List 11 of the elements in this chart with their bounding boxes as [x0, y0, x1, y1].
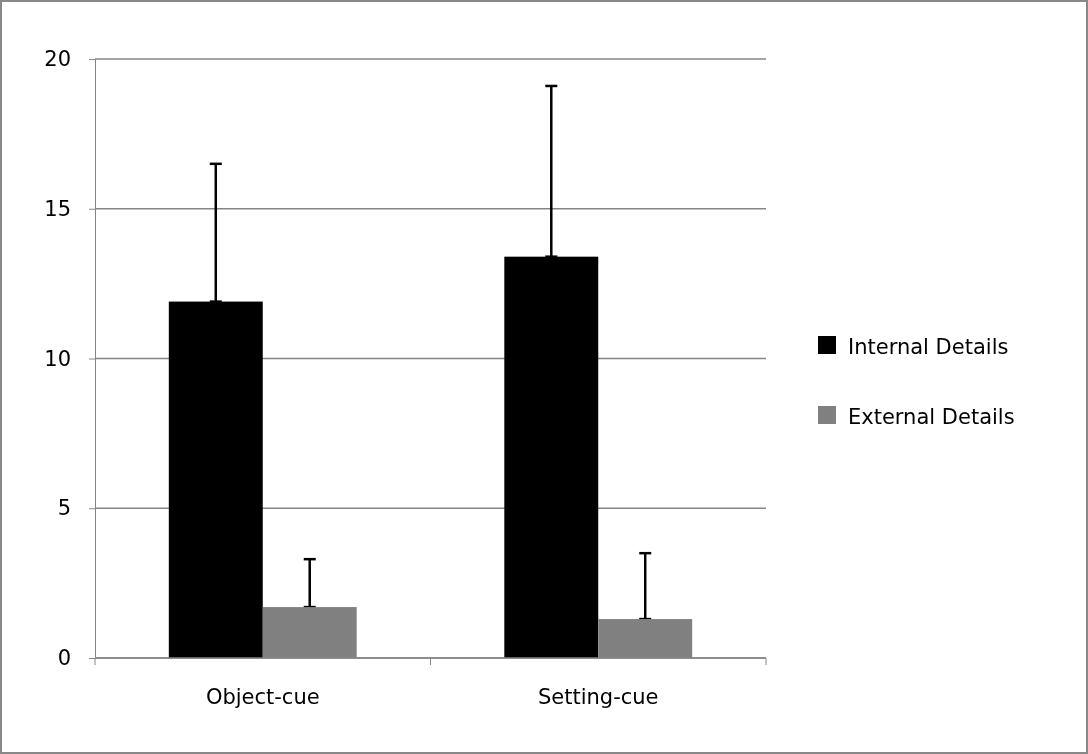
legend-label: External Details [848, 405, 1015, 429]
y-tick-label: 0 [57, 646, 71, 671]
legend-label: Internal Details [848, 335, 1009, 359]
bar [168, 301, 263, 658]
y-tick-label: 20 [44, 47, 71, 72]
bar [504, 256, 599, 658]
y-tick-label: 15 [44, 196, 71, 221]
x-tick-label: Setting-cue [537, 685, 659, 709]
x-tick-label: Object-cue [205, 685, 320, 709]
y-tick-label: 5 [57, 496, 71, 521]
y-tick-label: 10 [44, 346, 71, 371]
